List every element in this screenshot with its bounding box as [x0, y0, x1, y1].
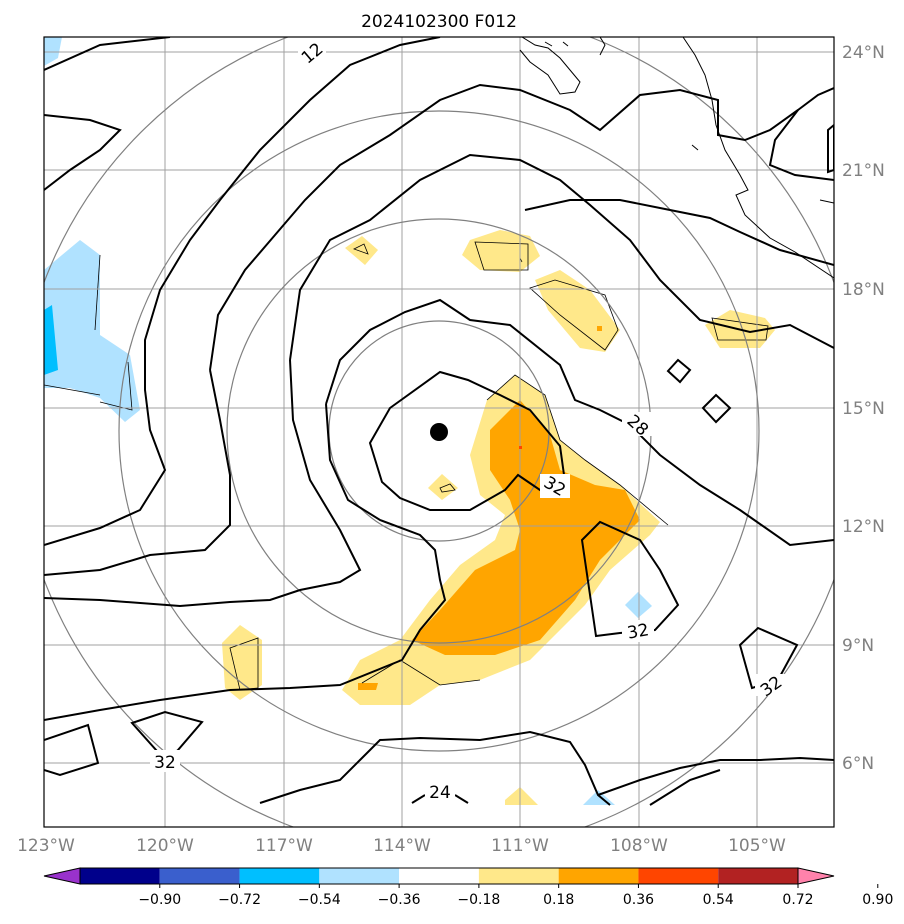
colorbar-tick-label: −0.36: [378, 892, 421, 908]
plot-frame: [43, 36, 835, 828]
colorbar-segment: [159, 868, 240, 884]
lon-label-120w: 120°W: [136, 836, 194, 856]
lat-label-21n: 21°N: [842, 161, 885, 181]
lightblue-patch-west: [44, 240, 140, 422]
lightblue-patch-4: [583, 790, 615, 805]
plot-area: 12 28 32 32 32 32 24: [44, 37, 834, 827]
lon-label-111w: 111°W: [491, 836, 549, 856]
colorbar-tick-label: −0.18: [457, 892, 500, 908]
colorbar-extend-high: [797, 867, 835, 885]
colorbar-segment: [80, 868, 160, 884]
lon-label-114w: 114°W: [373, 836, 431, 856]
colorbar-segment: [399, 868, 479, 884]
colorbar-tick-label: 0.72: [782, 892, 813, 908]
contour-label-32-west: 32: [154, 753, 176, 773]
colorbar-segment: [638, 868, 719, 884]
contour-label-24: 24: [429, 783, 451, 803]
colorbar-tick-label: −0.54: [298, 892, 341, 908]
chart-title: 2024102300 F012: [361, 12, 517, 32]
lat-label-24n: 24°N: [842, 43, 885, 63]
lon-label-123w: 123°W: [17, 836, 75, 856]
lat-label-15n: 15°N: [842, 399, 885, 419]
contour-label-32-east: 32: [626, 620, 651, 643]
colorbar-segment: [319, 868, 400, 884]
colorbar-tick-label: −0.72: [218, 892, 261, 908]
orange-core: [412, 400, 640, 655]
longitude-labels: 123°W 120°W 117°W 114°W 111°W 108°W 105°…: [17, 836, 786, 856]
latitude-labels: 24°N 21°N 18°N 15°N 12°N 9°N 6°N: [842, 43, 885, 774]
colorbar-tick-label: −0.90: [138, 892, 181, 908]
thin-contours: [44, 241, 769, 691]
coastline: [519, 37, 834, 279]
lon-label-105w: 105°W: [728, 836, 786, 856]
colorbar-tick-label: 0.18: [543, 892, 574, 908]
colorbar-frame: [79, 867, 799, 885]
lat-label-18n: 18°N: [842, 280, 885, 300]
yellow-patch-7: [505, 787, 538, 805]
colorbar-tick-label: 0.54: [703, 892, 734, 908]
colorbar-segment: [478, 868, 559, 884]
colorbar-tick-label: 0.90: [862, 892, 893, 908]
colorbar-tick-label: 0.36: [623, 892, 654, 908]
colorbar-extend-low: [43, 867, 81, 885]
yellow-band-main: [342, 375, 660, 705]
orange-spot: [358, 683, 378, 690]
bold-contours: [44, 37, 834, 806]
colorbar-segment: [718, 868, 798, 884]
lat-label-9n: 9°N: [842, 636, 874, 656]
lat-label-6n: 6°N: [842, 754, 874, 774]
colorbar-segment: [558, 868, 639, 884]
blue-patch-west: [44, 305, 58, 375]
lon-label-108w: 108°W: [610, 836, 668, 856]
yellow-patch-2: [535, 270, 620, 352]
max-value-dot: [519, 446, 522, 449]
colorbar-segment: [239, 868, 320, 884]
positive-shading: [222, 230, 775, 805]
contour-labels: 12 28 32 32 32 32 24: [150, 39, 787, 804]
storm-center-marker: [430, 423, 448, 441]
orange-dot: [597, 326, 602, 331]
colorbar: −0.90 −0.72 −0.54 −0.36 −0.18 0.18 0.36 0.54 0.7…: [43, 867, 893, 908]
yellow-patch-6: [222, 625, 262, 700]
lon-label-117w: 117°W: [255, 836, 313, 856]
lat-label-12n: 12°N: [842, 517, 885, 537]
yellow-patch-4: [345, 236, 378, 265]
